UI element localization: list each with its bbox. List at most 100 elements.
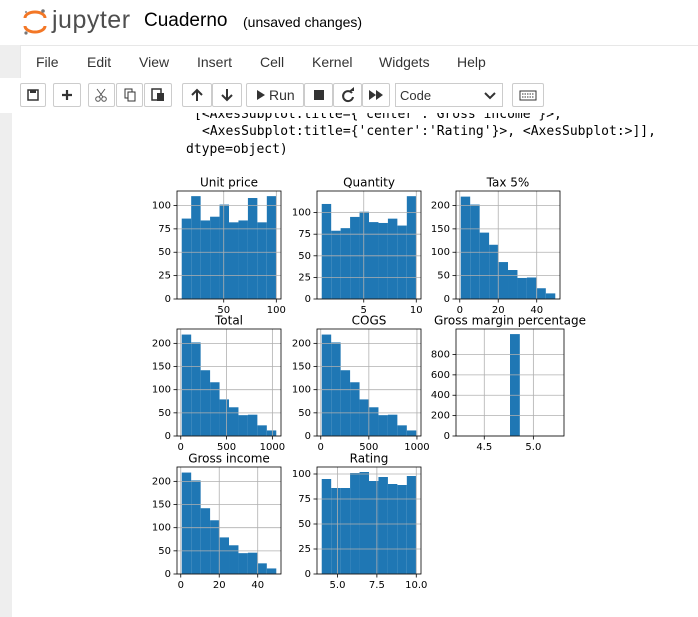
y-tick-label: 200 [431, 200, 450, 211]
bar [387, 218, 398, 299]
y-tick-label: 25 [158, 271, 171, 282]
notebook-name[interactable]: Cuaderno [144, 10, 228, 31]
paste-button[interactable] [144, 83, 172, 107]
bar [191, 342, 201, 436]
y-tick-label: 100 [152, 523, 171, 534]
bar [369, 481, 379, 574]
run-button[interactable]: Run [246, 83, 304, 107]
bar [238, 220, 248, 299]
y-tick-label: 50 [158, 408, 171, 419]
bar [369, 407, 379, 436]
restart-button[interactable] [333, 83, 362, 107]
copy-button[interactable] [116, 83, 143, 107]
run-all-button[interactable] [362, 83, 390, 107]
x-tick-label: 0 [318, 442, 324, 453]
y-tick-label: 75 [298, 229, 311, 240]
y-tick-label: 100 [152, 385, 171, 396]
x-tick-label: 50 [217, 305, 230, 316]
bar [545, 293, 556, 299]
logo-text[interactable]: jupyter [52, 6, 131, 34]
x-tick-label: 100 [267, 305, 286, 316]
move-down-button[interactable] [212, 83, 242, 107]
toolbar: Run Code [0, 78, 698, 113]
y-tick-label: 100 [292, 385, 311, 396]
y-tick-label: 50 [298, 519, 311, 530]
bar [460, 196, 471, 299]
bar [350, 473, 360, 574]
bar [331, 488, 341, 574]
menu-item[interactable]: Edit [87, 54, 112, 70]
bar [266, 196, 277, 299]
command-palette-button[interactable] [512, 83, 544, 107]
menu-item[interactable]: Kernel [312, 54, 353, 70]
insert-button[interactable] [53, 83, 81, 107]
bar [378, 222, 388, 299]
axes-frame [316, 190, 422, 300]
chart-title: Unit price [200, 176, 258, 190]
menubar: File Edit View Insert Cell Kernel Widget… [20, 45, 698, 79]
bar [369, 222, 379, 299]
bar [350, 216, 360, 299]
bar [359, 211, 369, 299]
bar [397, 485, 407, 574]
header: jupyter Cuaderno (unsaved changes) [0, 0, 698, 45]
save-button[interactable] [20, 83, 46, 107]
bar [406, 196, 417, 299]
menu-item[interactable]: Help [457, 54, 486, 70]
bar [406, 430, 417, 436]
bar [340, 370, 351, 436]
move-up-button[interactable] [182, 83, 212, 107]
bar [191, 196, 201, 299]
axes-frame [316, 328, 422, 437]
y-tick-label: 150 [152, 500, 171, 511]
cell-type-select[interactable]: Code [395, 83, 503, 107]
bar [508, 270, 518, 299]
y-tick-label: 25 [298, 272, 311, 283]
output-line: dtype=object) [186, 142, 288, 157]
bar [266, 568, 277, 574]
y-tick-label: 25 [298, 544, 311, 555]
menu-item[interactable]: View [139, 54, 170, 70]
interrupt-button[interactable] [304, 83, 333, 107]
output-line: <AxesSubplot:title={'center':'Rating'}>,… [202, 124, 656, 139]
y-tick-label: 75 [158, 224, 171, 235]
menu-item[interactable]: Widgets [379, 54, 430, 70]
y-tick-label: 150 [152, 362, 171, 373]
output-line: [<AxesSubplot:title={'center':'Gross inc… [194, 113, 562, 122]
chart-title: Total [214, 314, 243, 328]
run-label: Run [269, 87, 295, 103]
x-tick-label: 5.0 [330, 580, 346, 591]
bar [229, 222, 239, 299]
y-tick-label: 400 [431, 390, 450, 401]
y-tick-label: 0 [444, 431, 450, 442]
x-tick-label: 20 [492, 305, 505, 316]
bar [266, 430, 277, 436]
chart-title: Gross income [188, 452, 270, 466]
bar [229, 545, 239, 574]
bar [359, 399, 370, 436]
menu-item[interactable]: Insert [197, 54, 233, 70]
y-tick-label: 50 [298, 251, 311, 262]
y-tick-label: 0 [165, 569, 171, 580]
bar [479, 232, 490, 299]
bar [200, 220, 211, 299]
y-tick-label: 200 [292, 338, 311, 349]
x-tick-label: 10 [410, 305, 423, 316]
bar [191, 480, 201, 574]
bar [321, 334, 332, 436]
x-tick-label: 7.5 [369, 580, 385, 591]
menu-item[interactable]: File [36, 54, 59, 70]
bar [526, 277, 537, 299]
bar [498, 262, 509, 299]
bar [257, 425, 267, 436]
x-tick-label: 5 [361, 305, 367, 316]
axes-frame [455, 328, 565, 437]
bar [257, 222, 267, 299]
x-tick-label: 0 [457, 305, 463, 316]
bar [210, 382, 220, 436]
y-tick-label: 0 [165, 294, 171, 305]
cut-button[interactable] [88, 83, 115, 107]
bar [470, 204, 480, 299]
x-tick-label: 20 [213, 580, 226, 591]
menu-item[interactable]: Cell [260, 54, 285, 70]
